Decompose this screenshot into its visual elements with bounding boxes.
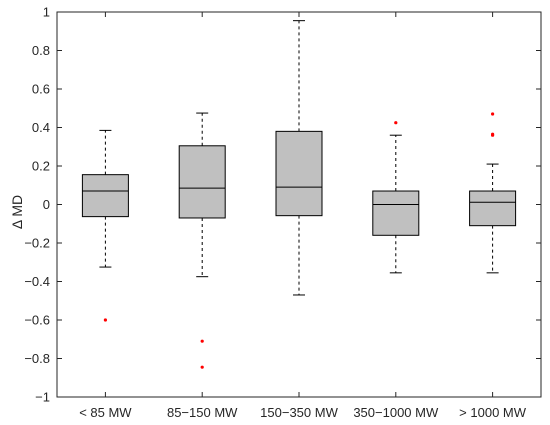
y-tick-label: −0.4 — [24, 274, 50, 289]
y-tick-label: 1 — [43, 5, 50, 20]
y-tick-label: −0.8 — [24, 351, 50, 366]
box-2 — [178, 112, 226, 369]
x-axis-ticks: < 85 MW 85−150 MW 150−350 MW 350−1000 MW > 1… — [79, 12, 527, 420]
y-axis-label: Δ MD — [9, 195, 25, 229]
y-tick-label: −0.6 — [24, 313, 50, 328]
x-tick-label: < 85 MW — [79, 405, 132, 420]
x-tick-label: 350−1000 MW — [353, 405, 439, 420]
outlier-point — [103, 318, 107, 322]
y-tick-label: 0.2 — [32, 159, 50, 174]
x-tick-label: > 1000 MW — [459, 405, 527, 420]
y-tick-label: 0.4 — [32, 120, 50, 135]
y-tick-label: 0 — [43, 197, 50, 212]
y-tick-label: −0.2 — [24, 236, 50, 251]
interquartile-box — [275, 130, 323, 217]
outlier-point — [394, 121, 398, 125]
x-tick-label: 150−350 MW — [260, 405, 338, 420]
box-4 — [372, 121, 420, 274]
interquartile-box — [178, 145, 226, 219]
outlier-point — [491, 112, 495, 116]
boxes-group — [81, 20, 517, 369]
interquartile-box — [81, 174, 129, 218]
outlier-point — [200, 365, 204, 369]
box-3 — [275, 20, 323, 296]
box-1 — [81, 129, 129, 322]
x-tick-label: 85−150 MW — [167, 405, 238, 420]
interquartile-box — [372, 190, 420, 236]
y-tick-label: −1 — [35, 390, 50, 405]
y-tick-label: 0.8 — [32, 43, 50, 58]
outlier-point — [491, 132, 495, 136]
y-tick-label: 0.6 — [32, 82, 50, 97]
y-axis-ticks: −1 −0.8 −0.6 −0.4 −0.2 0 0.2 0.4 0.6 0.8 1 — [24, 5, 541, 405]
interquartile-box — [469, 190, 517, 227]
outlier-point — [200, 339, 204, 343]
box-5 — [469, 112, 517, 274]
